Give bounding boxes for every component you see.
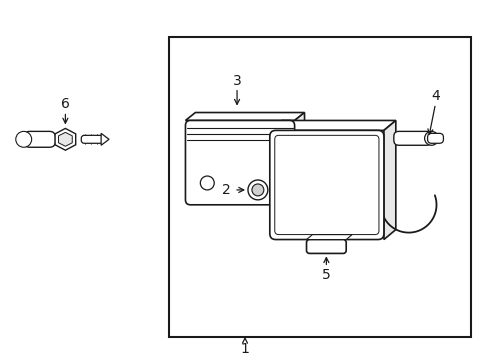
- Text: 1: 1: [240, 342, 249, 356]
- Text: 2: 2: [222, 183, 230, 197]
- FancyBboxPatch shape: [306, 239, 346, 253]
- Circle shape: [251, 184, 264, 196]
- FancyBboxPatch shape: [427, 133, 443, 143]
- FancyBboxPatch shape: [24, 131, 55, 147]
- Circle shape: [16, 131, 32, 147]
- FancyBboxPatch shape: [185, 121, 294, 205]
- FancyBboxPatch shape: [393, 131, 431, 145]
- Circle shape: [200, 176, 214, 190]
- Circle shape: [424, 131, 438, 145]
- Polygon shape: [269, 121, 395, 130]
- FancyBboxPatch shape: [81, 135, 103, 143]
- Polygon shape: [55, 129, 76, 150]
- Polygon shape: [383, 121, 395, 239]
- Circle shape: [247, 180, 267, 200]
- Text: 4: 4: [430, 89, 439, 103]
- Text: 3: 3: [232, 74, 241, 88]
- FancyBboxPatch shape: [269, 130, 383, 239]
- Polygon shape: [294, 113, 304, 205]
- Text: 6: 6: [61, 96, 70, 111]
- Polygon shape: [101, 133, 109, 145]
- Polygon shape: [59, 132, 72, 146]
- Bar: [168, 37, 470, 337]
- Polygon shape: [185, 113, 304, 121]
- Polygon shape: [306, 235, 351, 239]
- Text: 5: 5: [321, 268, 330, 282]
